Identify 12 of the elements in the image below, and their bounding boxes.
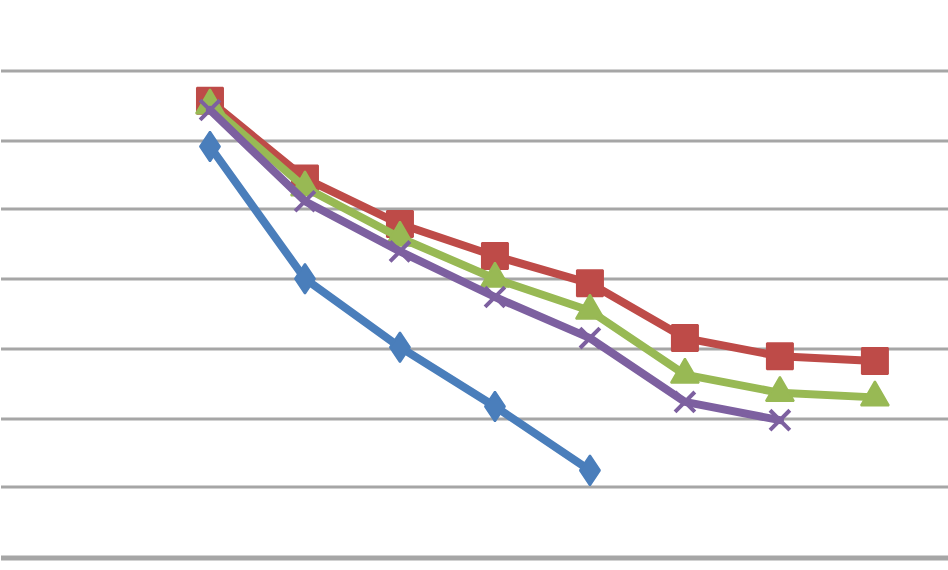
point <box>765 342 794 371</box>
point <box>670 324 699 353</box>
point <box>673 390 697 414</box>
point <box>388 239 412 264</box>
point <box>483 285 507 309</box>
point <box>860 346 889 375</box>
point <box>578 326 602 350</box>
point <box>768 408 792 433</box>
point <box>575 269 604 298</box>
point <box>293 189 317 214</box>
point <box>198 98 222 122</box>
point <box>480 241 509 270</box>
